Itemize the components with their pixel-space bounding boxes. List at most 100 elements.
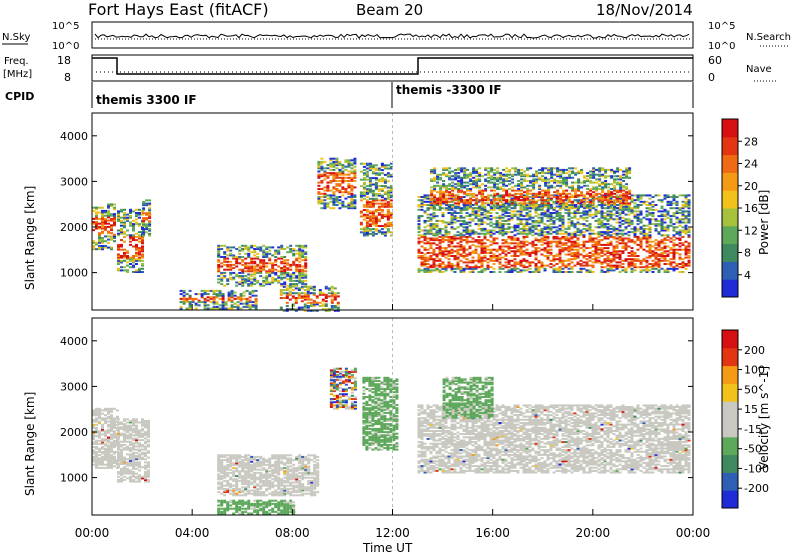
power-cell [453, 264, 457, 267]
power-cell [555, 199, 559, 202]
power-cell [362, 172, 366, 175]
power-cell [492, 226, 496, 229]
power-cell [663, 251, 667, 254]
power-cell [498, 258, 502, 261]
power-cell [329, 200, 333, 203]
power-cell [141, 248, 144, 251]
power-cell [459, 248, 463, 251]
power-cell [648, 212, 652, 214]
power-cell [110, 224, 113, 227]
power-cell [98, 235, 101, 238]
power-cell [426, 271, 430, 273]
power-cell [567, 264, 571, 267]
power-cell [359, 223, 363, 226]
power-cell [138, 234, 141, 237]
power-cell [423, 197, 427, 200]
power-cell [138, 248, 141, 251]
power-cell [306, 285, 310, 288]
power-cell [616, 191, 620, 194]
power-cell [117, 263, 120, 265]
power-cell [475, 207, 479, 210]
power-cell [239, 296, 243, 299]
power-cell [504, 240, 508, 243]
power-cell [573, 215, 577, 218]
power-cell [306, 301, 310, 304]
power-cell [417, 269, 421, 272]
power-cell [420, 200, 424, 203]
power-cell [591, 245, 595, 248]
power-cell [672, 250, 676, 253]
power-cell [633, 199, 637, 202]
power-cell [259, 260, 263, 263]
nsky-label: N.Sky [2, 32, 30, 43]
power-cell [117, 232, 120, 235]
power-cell [271, 263, 275, 266]
power-cell [478, 186, 482, 189]
power-cell [420, 269, 424, 272]
power-cell [203, 297, 207, 300]
power-cell [523, 196, 527, 198]
power-cell [471, 210, 475, 213]
power-cell [268, 259, 272, 262]
power-cell [577, 188, 581, 190]
power-cell [532, 202, 536, 205]
power-cell [389, 186, 393, 189]
power-cell [597, 196, 601, 198]
power-cell [389, 185, 393, 188]
power-region [117, 208, 144, 273]
power-cell [544, 191, 548, 194]
power-cell [493, 178, 497, 181]
power-cell [501, 231, 505, 234]
power-cell [371, 199, 375, 202]
power-cell [248, 291, 252, 294]
power-cell [558, 216, 562, 219]
power-cell [558, 258, 562, 261]
power-cell [301, 256, 305, 258]
power-cell [663, 237, 667, 240]
power-cell [477, 215, 481, 218]
power-cell [504, 223, 508, 226]
power-cell [457, 176, 461, 179]
power-cell [519, 242, 523, 245]
power-cell [386, 172, 390, 175]
power-cell [559, 207, 563, 210]
power-cell [386, 221, 390, 224]
power-cell [577, 181, 581, 184]
power-cell [359, 231, 363, 234]
power-cell [669, 204, 673, 206]
power-cell [576, 199, 580, 202]
power-cell [687, 205, 691, 208]
power-cell [579, 202, 583, 205]
power-cell [466, 173, 470, 176]
power-cell [519, 269, 523, 272]
power-cell [423, 204, 427, 206]
power-cell [438, 239, 442, 242]
power-cell [591, 253, 595, 256]
power-cell [567, 210, 571, 213]
power-cell [585, 247, 589, 250]
power-cell [582, 267, 586, 270]
power-cell [522, 269, 526, 272]
power-cell [558, 248, 562, 251]
power-cell [496, 188, 500, 190]
power-cell [547, 204, 551, 206]
power-cell [681, 212, 685, 214]
power-cell [496, 205, 500, 208]
power-cell [552, 255, 556, 257]
power-cell [453, 212, 457, 214]
power-cell [338, 168, 342, 171]
power-cell [126, 219, 129, 222]
power-cell [627, 219, 631, 222]
power-cell [531, 229, 535, 232]
power-cell [301, 252, 305, 255]
power-cell [552, 259, 556, 262]
power-cell [323, 186, 327, 189]
power-cell [666, 259, 670, 262]
power-cell [120, 221, 123, 224]
power-cell [606, 263, 610, 265]
power-cell [669, 258, 673, 261]
power-cell [648, 269, 652, 272]
power-cell [648, 245, 652, 248]
power-cell [523, 197, 527, 200]
power-cell [600, 221, 604, 224]
